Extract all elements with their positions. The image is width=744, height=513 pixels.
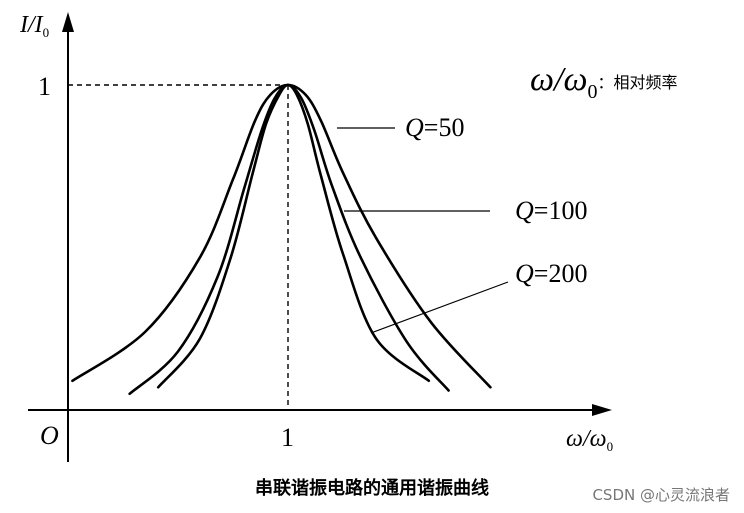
series-label-q100: Q=100 [515, 196, 587, 225]
x-axis-arrow [592, 404, 612, 416]
series-label-q200: Q=200 [515, 259, 587, 288]
resonance-curve-q100 [128, 83, 450, 396]
origin-label: O [40, 421, 59, 450]
y-axis-arrow [62, 12, 74, 32]
figure-caption: 串联谐振电路的通用谐振曲线 [255, 478, 489, 499]
curve-group [71, 83, 492, 396]
relative-frequency-note: ω/ω0：相对频率 [530, 61, 677, 103]
y-tick-label: 1 [38, 72, 51, 101]
resonance-curve-q200 [156, 83, 431, 389]
leader-q200 [370, 281, 509, 334]
x-axis-label: ω/ω0 [566, 426, 613, 454]
csdn-watermark: CSDN @心灵流浪者 [592, 486, 730, 504]
y-axis-label: I/I0 [19, 12, 49, 40]
x-tick-label: 1 [281, 423, 294, 452]
series-label-q50: Q=50 [405, 113, 464, 142]
